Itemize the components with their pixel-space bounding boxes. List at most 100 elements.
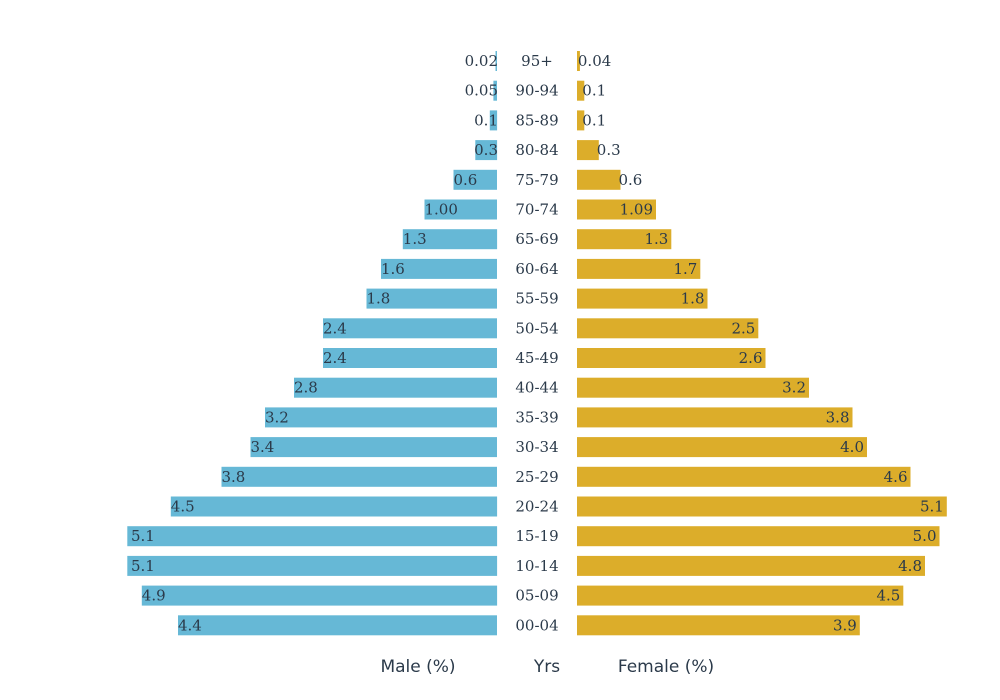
female-value-label-15-19: 5.0 [913,527,937,545]
male-bar-90-94 [493,80,497,101]
female-value-label-75-79: 0.6 [619,171,643,189]
female-value-label-30-34: 4.0 [840,438,864,456]
age-group-label-50-54: 50-54 [515,319,558,337]
male-value-label-20-24: 4.5 [171,498,195,516]
female-value-label-50-54: 2.5 [731,319,755,337]
age-group-label-05-09: 05-09 [515,587,558,605]
female-bar-60-64 [577,258,701,279]
age-group-label-25-29: 25-29 [515,468,558,486]
female-bar-40-44 [577,377,809,398]
male-bar-40-44 [294,377,497,398]
age-group-label-85-89: 85-89 [515,111,558,129]
male-bar-30-34 [250,437,497,458]
male-value-label-10-14: 5.1 [131,557,155,575]
male-bar-00-04 [178,615,497,636]
female-bar-55-59 [577,288,708,309]
female-bar-00-04 [577,615,860,636]
age-group-label-35-39: 35-39 [515,408,558,426]
female-value-label-55-59: 1.8 [681,290,705,308]
female-value-label-05-09: 4.5 [876,587,900,605]
male-bars: 0.02 0.05 0.1 0.3 0.6 1.00 1.3 1.6 1.8 2.4 2.4 2.8 3… [127,51,498,636]
male-value-label-70-74: 1.00 [425,201,458,219]
male-bar-45-49 [323,348,497,368]
female-bar-75-79 [577,169,621,190]
male-value-label-85-89: 0.1 [474,111,498,129]
female-bar-65-69 [577,229,672,250]
age-group-label-10-14: 10-14 [515,557,558,575]
male-value-label-30-34: 3.4 [251,438,275,456]
male-value-label-05-09: 4.9 [142,587,166,605]
age-axis-label: Yrs [533,657,560,677]
female-value-label-20-24: 5.1 [920,498,944,516]
age-group-label-75-79: 75-79 [515,171,558,189]
age-group-label-95-plus: 95+ [521,52,553,70]
male-value-label-00-04: 4.4 [178,616,202,634]
female-value-label-80-84: 0.3 [597,141,621,159]
male-value-label-35-39: 3.2 [265,408,289,426]
male-value-label-25-29: 3.8 [222,468,246,486]
female-value-label-35-39: 3.8 [826,408,850,426]
female-value-label-85-89: 0.1 [582,111,606,129]
female-value-label-00-04: 3.9 [833,616,857,634]
age-group-label-55-59: 55-59 [515,290,558,308]
female-bar-85-89 [577,110,585,131]
male-bar-85-89 [489,110,498,131]
male-value-label-40-44: 2.8 [294,379,318,397]
female-value-label-90-94: 0.1 [582,82,606,100]
male-bar-70-74 [424,199,497,220]
male-value-label-55-59: 1.8 [367,290,391,308]
male-value-label-60-64: 1.6 [381,260,405,278]
female-bar-90-94 [577,80,585,101]
female-bar-05-09 [577,585,904,606]
female-value-label-60-64: 1.7 [673,260,697,278]
age-group-label-00-04: 00-04 [515,616,558,634]
female-bar-15-19 [577,526,940,547]
female-axis-label: Female (%) [618,657,714,677]
female-bars: 0.04 0.1 0.1 0.3 0.6 1.09 1.3 1.7 1.8 2.5 2.6 3.2 3.… [577,51,947,636]
age-group-label-45-49: 45-49 [515,349,558,367]
female-value-label-45-49: 2.6 [739,349,763,367]
age-group-label-65-69: 65-69 [515,230,558,248]
female-bar-45-49 [577,348,766,368]
female-bar-35-39 [577,407,853,428]
male-value-label-80-84: 0.3 [474,141,498,159]
female-value-label-40-44: 3.2 [782,379,806,397]
male-bar-15-19 [127,526,498,547]
age-labels: 95+ 90-94 85-89 80-84 75-79 70-74 65-69 60-64 55… [515,52,558,634]
male-value-label-95-plus: 0.02 [465,52,498,70]
age-group-label-20-24: 20-24 [515,498,558,516]
male-value-label-65-69: 1.3 [403,230,427,248]
male-bar-95-plus [495,51,497,71]
male-value-label-50-54: 2.4 [323,319,347,337]
male-value-label-45-49: 2.4 [323,349,347,367]
age-group-label-15-19: 15-19 [515,527,558,545]
female-bar-25-29 [577,466,911,487]
male-bar-05-09 [141,585,498,606]
female-value-label-70-74: 1.09 [620,201,653,219]
female-bar-30-34 [577,437,867,458]
female-value-label-95-plus: 0.04 [578,52,611,70]
age-group-label-40-44: 40-44 [515,379,558,397]
male-value-label-15-19: 5.1 [131,527,155,545]
male-value-label-90-94: 0.05 [465,82,498,100]
female-bar-20-24 [577,496,947,517]
female-value-label-65-69: 1.3 [644,230,668,248]
male-bar-35-39 [265,407,497,428]
age-group-label-60-64: 60-64 [515,260,558,278]
male-bar-10-14 [127,555,498,576]
male-bar-75-79 [453,169,497,190]
male-bar-65-69 [402,229,498,250]
female-bar-95-plus [577,51,580,71]
male-axis-label: Male (%) [380,657,455,677]
male-bar-50-54 [323,318,497,339]
age-group-label-30-34: 30-34 [515,438,558,456]
age-group-label-80-84: 80-84 [515,141,558,159]
age-group-label-70-74: 70-74 [515,201,558,219]
male-bar-20-24 [170,496,498,517]
female-bar-70-74 [577,199,656,220]
female-bar-10-14 [577,555,925,576]
male-bar-55-59 [366,288,497,309]
female-value-label-10-14: 4.8 [898,557,922,575]
female-bar-50-54 [577,318,759,339]
